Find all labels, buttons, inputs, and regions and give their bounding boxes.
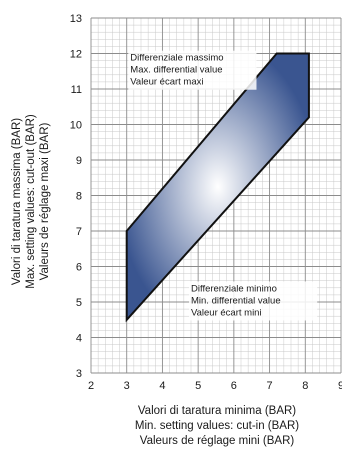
y-axis-title: Valori di taratura massima (BAR) Max. set… [11,114,51,289]
y-tick-label: 7 [76,226,82,238]
y-tick-label: 5 [76,297,82,309]
annotation-line: Differenziale massimo [130,53,223,64]
x-tick-label: 7 [267,380,273,392]
y-tick-label: 8 [76,191,82,203]
y-tick-label: 10 [70,120,82,132]
x-tick-label: 2 [88,380,94,392]
x-tick-labels: 2 3 4 5 6 7 8 9 [88,380,342,392]
annotation-backing [189,281,318,321]
x-tick-label: 3 [124,380,130,392]
y-axis-title-line: Valori di taratura massima (BAR) [11,118,23,285]
x-axis-title-line: Valeurs de réglage mini (BAR) [140,435,295,447]
x-axis-title-line: Min. setting values: cut-in (BAR) [135,420,299,432]
annotation-line: Valeur écart maxi [130,77,203,88]
annotation-backing [128,50,257,90]
x-tick-label: 5 [195,380,201,392]
annotation-line: Differenziale minimo [191,283,277,294]
y-tick-labels: 3 4 5 6 7 8 9 10 11 12 13 [70,13,82,380]
x-axis-title: Valori di taratura minima (BAR) Min. sett… [135,405,299,447]
y-tick-label: 13 [70,13,82,25]
operating-range-region [125,52,310,323]
y-tick-label: 9 [76,155,82,167]
y-axis-title-line: Valeurs de réglage maxi (BAR) [39,123,51,281]
y-tick-label: 4 [76,333,82,345]
y-tick-label: 3 [76,368,82,380]
x-tick-label: 4 [159,380,165,392]
x-tick-label: 8 [302,380,308,392]
annotation-line: Min. differential value [191,295,281,306]
y-tick-label: 12 [70,49,82,61]
annotation-line: Max. differential value [130,65,222,76]
x-axis-title-line: Valori di taratura minima (BAR) [138,405,296,417]
y-axis-title-line: Max. setting values: cut-out (BAR) [25,114,37,289]
y-tick-label: 6 [76,262,82,274]
y-tick-label: 11 [71,84,82,96]
x-tick-label: 6 [231,380,237,392]
operating-region-layer [125,52,310,323]
annotation-line: Valeur écart mini [191,307,262,318]
x-tick-label: 9 [338,380,342,392]
